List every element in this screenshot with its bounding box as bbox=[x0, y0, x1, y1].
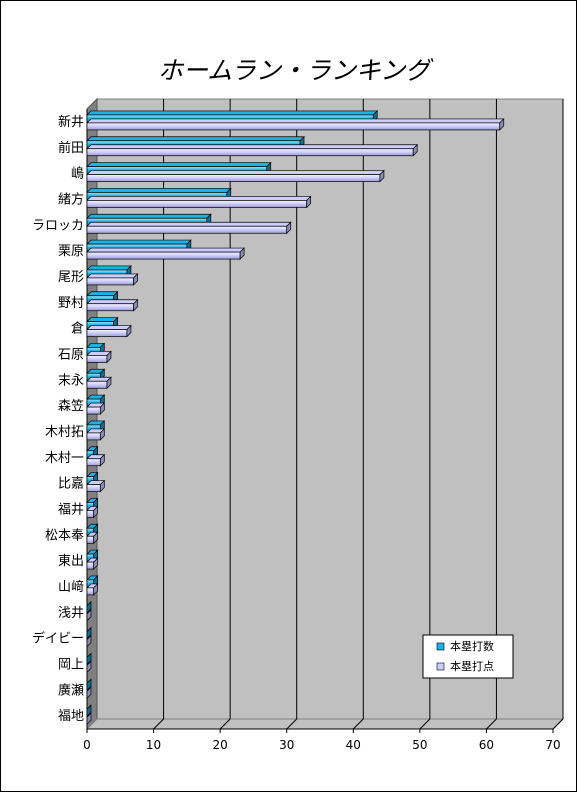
chart-title: ホームラン・ランキング bbox=[158, 56, 434, 85]
category-label: 嶋 bbox=[71, 167, 84, 182]
bar-home-runs bbox=[86, 213, 212, 227]
bar-rbi bbox=[86, 247, 245, 260]
legend-label-home-runs: 本塁打数 bbox=[450, 639, 494, 653]
x-tick-label: 70 bbox=[545, 738, 560, 752]
legend-label-rbi: 本塁打点 bbox=[450, 659, 494, 673]
category-label: 栗原 bbox=[58, 244, 84, 259]
bar-rbi bbox=[86, 557, 99, 570]
bar-rbi bbox=[86, 221, 292, 235]
category-label: 浅井 bbox=[58, 606, 84, 621]
gridline-floor bbox=[352, 718, 364, 730]
bar-rbi bbox=[86, 608, 92, 622]
gridlines bbox=[86, 99, 564, 733]
category-label: 松本奉 bbox=[45, 528, 84, 543]
bar-rbi bbox=[86, 479, 106, 493]
bar-rbi bbox=[86, 505, 99, 519]
gridline-floor bbox=[153, 718, 164, 730]
gridline-floor bbox=[219, 718, 231, 730]
category-label: デイビー bbox=[32, 631, 84, 647]
category-label: 森笠 bbox=[58, 399, 84, 414]
bar-home-runs bbox=[86, 110, 379, 123]
bar-home-runs bbox=[86, 678, 92, 692]
bar-rbi bbox=[86, 712, 92, 725]
category-label: 山﨑 bbox=[58, 579, 84, 595]
gridline-floor bbox=[552, 718, 564, 730]
category-label: 尾形 bbox=[58, 270, 84, 285]
category-label: 東出 bbox=[58, 553, 84, 569]
bar-rbi bbox=[86, 402, 106, 415]
bar-rbi bbox=[86, 143, 419, 157]
category-label: 木村拓 bbox=[45, 425, 84, 440]
category-label: 岡上 bbox=[58, 657, 84, 672]
bar-rbi bbox=[86, 531, 99, 545]
bar-rbi bbox=[86, 634, 92, 648]
bar-home-runs bbox=[86, 187, 232, 201]
bar-rbi bbox=[86, 118, 505, 131]
bar-rbi bbox=[86, 324, 132, 338]
category-label: 木村一 bbox=[45, 451, 84, 466]
category-label: 福井 bbox=[58, 502, 84, 517]
legend: 本塁打数 本塁打点 bbox=[422, 634, 514, 679]
category-label: 石原 bbox=[58, 347, 84, 362]
x-tick-label: 40 bbox=[346, 738, 361, 752]
bar-home-runs bbox=[86, 626, 92, 640]
category-label: 緒方 bbox=[58, 191, 84, 207]
bar-rbi bbox=[86, 428, 106, 441]
bar-rbi bbox=[86, 273, 139, 286]
bar-rbi bbox=[86, 686, 92, 700]
category-labels: 新井前田嶋緒方ラロッカ栗原尾形野村倉石原末永森笠木村拓木村一比嘉福井松本奉東出山… bbox=[32, 114, 84, 724]
category-label: 前田 bbox=[58, 140, 84, 156]
x-tick-labels: 0 10 20 30 40 50 60 70 bbox=[83, 738, 560, 752]
x-tick-label: 0 bbox=[83, 738, 91, 752]
bars bbox=[86, 110, 505, 725]
bar-rbi bbox=[86, 298, 139, 312]
bar-home-runs bbox=[86, 420, 106, 433]
legend-swatch-home-runs bbox=[436, 642, 445, 651]
x-tick-label: 60 bbox=[479, 738, 494, 752]
bar-home-runs bbox=[86, 161, 272, 175]
bar-home-runs bbox=[86, 135, 305, 149]
category-label: 末永 bbox=[58, 373, 84, 388]
bar-home-runs bbox=[86, 600, 92, 614]
gridline-floor bbox=[486, 718, 497, 730]
category-label: 比嘉 bbox=[58, 477, 84, 492]
bar-rbi bbox=[86, 660, 92, 674]
bar-home-runs bbox=[86, 342, 106, 356]
bar-rbi bbox=[86, 169, 385, 183]
category-label: 福地 bbox=[58, 709, 84, 724]
category-label: ラロッカ bbox=[32, 218, 84, 233]
gridline-floor bbox=[419, 718, 431, 730]
bar-rbi bbox=[86, 376, 112, 390]
x-tick-label: 10 bbox=[146, 738, 161, 752]
bar-home-runs bbox=[86, 652, 92, 666]
bar-rbi bbox=[86, 453, 106, 467]
bar-rbi bbox=[86, 195, 312, 209]
bar-rbi bbox=[86, 350, 112, 364]
bar-home-runs bbox=[86, 704, 92, 717]
category-label: 廣瀬 bbox=[58, 683, 84, 698]
gridline-floor bbox=[286, 718, 298, 730]
x-tick-label: 30 bbox=[279, 738, 294, 752]
x-tick-label: 50 bbox=[412, 738, 427, 752]
legend-box bbox=[422, 634, 514, 679]
category-label: 野村 bbox=[58, 296, 84, 311]
legend-swatch-rbi bbox=[436, 662, 445, 671]
x-tick-label: 20 bbox=[213, 738, 228, 752]
category-label: 新井 bbox=[58, 114, 84, 130]
bar-rbi bbox=[86, 583, 99, 596]
category-label: 倉 bbox=[71, 322, 84, 337]
